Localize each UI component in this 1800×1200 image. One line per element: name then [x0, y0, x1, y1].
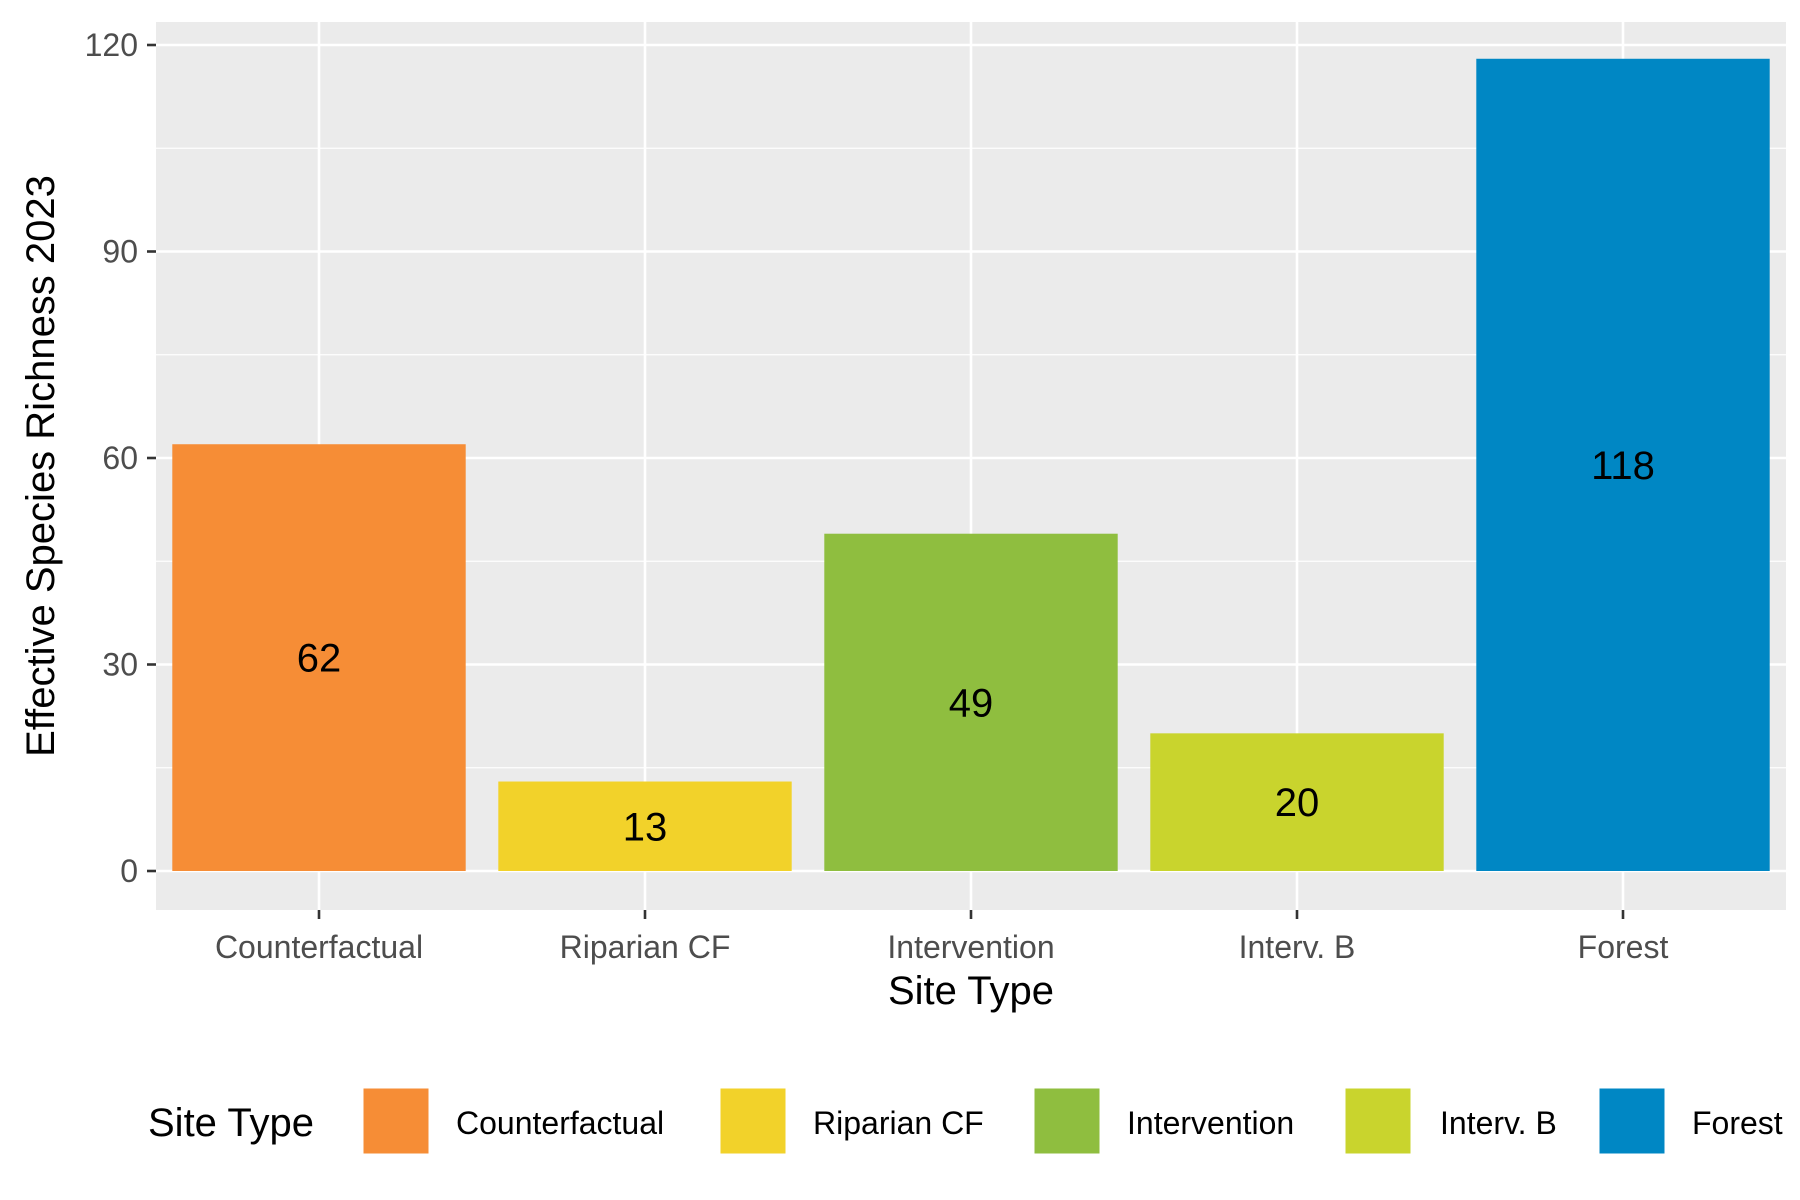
- y-tick-label: 90: [102, 234, 138, 270]
- bar-intervention: [824, 533, 1118, 871]
- legend-key: [1342, 1085, 1414, 1157]
- legend-key: [717, 1085, 789, 1157]
- legend-title: Site Type: [148, 1101, 314, 1145]
- bar-interv-b: [1150, 733, 1444, 871]
- y-axis: 0 30 60 90 120: [85, 27, 156, 889]
- y-tick-label: 120: [85, 27, 138, 63]
- y-tick-label: 30: [102, 647, 138, 683]
- legend-label: Interv. B: [1440, 1105, 1557, 1141]
- data-label: 62: [297, 637, 342, 681]
- y-tick-label: 0: [120, 853, 138, 889]
- x-tick-label: Intervention: [887, 929, 1054, 965]
- bar-forest: [1476, 58, 1770, 872]
- legend: Site Type Counterfactual Riparian CF Inter…: [148, 1085, 1783, 1157]
- legend-label: Forest: [1692, 1105, 1783, 1141]
- x-axis: Counterfactual Riparian CF Intervention Int…: [215, 910, 1669, 965]
- legend-key: [360, 1085, 432, 1157]
- x-tick-label: Interv. B: [1239, 929, 1356, 965]
- x-tick-label: Forest: [1578, 929, 1669, 965]
- bar-riparian-cf: [498, 781, 792, 871]
- bars: [172, 58, 1770, 872]
- y-axis-title: Effective Species Richness 2023: [19, 175, 63, 757]
- legend-label: Intervention: [1127, 1105, 1294, 1141]
- legend-key: [1596, 1085, 1668, 1157]
- x-axis-title: Site Type: [888, 969, 1054, 1013]
- x-tick-label: Riparian CF: [560, 929, 731, 965]
- data-label: 13: [623, 805, 668, 849]
- bar-counterfactual: [172, 444, 466, 871]
- data-labels: 62 13 49 20 118: [297, 444, 1655, 849]
- data-label: 20: [1275, 781, 1320, 825]
- data-label: 49: [949, 681, 994, 725]
- legend-key: [1031, 1085, 1103, 1157]
- y-tick-label: 60: [102, 440, 138, 476]
- legend-label: Counterfactual: [456, 1105, 664, 1141]
- legend-label: Riparian CF: [813, 1105, 984, 1141]
- x-tick-label: Counterfactual: [215, 929, 423, 965]
- data-label: 118: [1591, 444, 1655, 488]
